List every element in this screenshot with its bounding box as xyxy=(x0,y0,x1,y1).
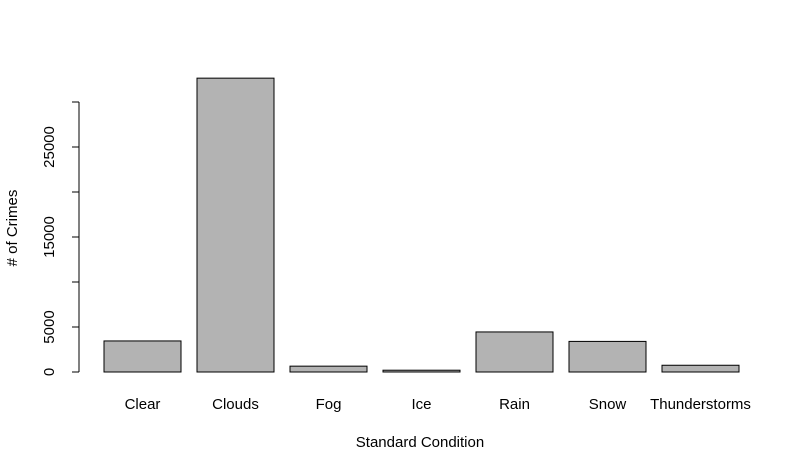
x-tick-label: Snow xyxy=(589,396,627,413)
y-tick-label: 0 xyxy=(41,368,58,376)
bar xyxy=(568,340,647,373)
y-tick-label: 25000 xyxy=(41,126,58,168)
x-axis-title: Standard Condition xyxy=(356,434,484,451)
bar xyxy=(661,364,740,373)
x-tick-label: Clouds xyxy=(212,396,259,413)
bar xyxy=(196,77,275,373)
x-tick-label: Thunderstorms xyxy=(650,396,751,413)
y-axis-title: # of Crimes xyxy=(4,190,21,267)
x-tick-label: Rain xyxy=(499,396,530,413)
x-tick-label: Ice xyxy=(411,396,431,413)
bar xyxy=(103,340,182,373)
bar xyxy=(382,369,461,373)
y-tick-label: 15000 xyxy=(41,216,58,258)
y-tick-label: 5000 xyxy=(41,310,58,343)
bar xyxy=(475,331,554,373)
bar xyxy=(289,365,368,373)
x-tick-label: Clear xyxy=(125,396,161,413)
x-tick-label: Fog xyxy=(316,396,342,413)
